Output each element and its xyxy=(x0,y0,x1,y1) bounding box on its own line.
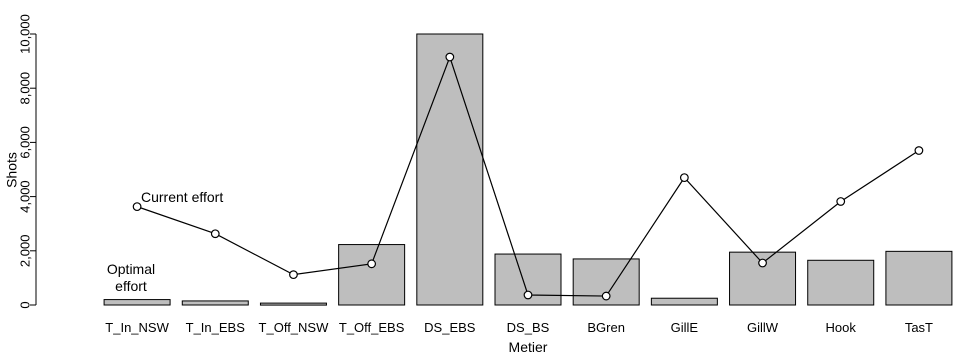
x-tick-label: T_Off_NSW xyxy=(259,320,330,335)
line-point xyxy=(679,173,689,183)
line-point xyxy=(836,197,846,206)
x-tick-label: DS_EBS xyxy=(424,320,476,335)
line-point xyxy=(758,258,767,268)
bar xyxy=(259,302,327,306)
line-point xyxy=(289,270,298,280)
y-axis-label: Shots xyxy=(4,152,20,188)
line-point xyxy=(367,259,377,269)
x-axis-label: Metier xyxy=(509,339,548,355)
y-tick-label: 8,000 xyxy=(17,72,32,105)
optimal-effort-annotation: Optimal effort xyxy=(107,261,155,294)
bar-series xyxy=(103,33,953,306)
optimal-effort-annotation-line: effort xyxy=(115,278,147,294)
x-tick-label: TasT xyxy=(905,320,933,335)
bar xyxy=(416,33,484,306)
bar xyxy=(103,299,171,306)
line-point xyxy=(132,202,142,212)
bar xyxy=(338,244,406,306)
line-point xyxy=(601,291,611,301)
bar xyxy=(885,250,953,306)
line-point xyxy=(210,229,220,239)
line-point xyxy=(445,52,455,62)
y-tick-label: 0 xyxy=(17,301,32,308)
optimal-effort-annotation-line: Optimal xyxy=(107,261,155,277)
x-tick-label: T_In_EBS xyxy=(186,320,246,335)
x-tick-label: GillE xyxy=(671,320,699,335)
line-series xyxy=(132,52,924,301)
current-effort-annotation: Current effort xyxy=(141,189,223,205)
x-tick-label: T_Off_EBS xyxy=(339,320,405,335)
x-tick-label: Hook xyxy=(826,320,857,335)
y-tick-label: 2,000 xyxy=(17,235,32,268)
y-tick-label: 4,000 xyxy=(17,180,32,213)
x-tick-label: BGren xyxy=(587,320,625,335)
line-point xyxy=(914,146,924,155)
x-axis-tick-labels: T_In_NSW T_In_EBS T_Off_NSW T_Off_EBS DS_EBS… xyxy=(105,320,933,335)
x-tick-label: DS_BS xyxy=(507,320,550,335)
y-axis: 0 2,000 4,000 6,000 8,000 10,000 xyxy=(17,14,37,309)
x-tick-label: T_In_NSW xyxy=(105,320,169,335)
line-point xyxy=(523,290,533,300)
y-tick-label: 6,000 xyxy=(17,126,32,159)
y-tick-label: 10,000 xyxy=(17,14,32,54)
bar xyxy=(181,300,249,306)
bar xyxy=(807,259,875,306)
x-tick-label: GillW xyxy=(747,320,779,335)
bar xyxy=(650,297,718,306)
